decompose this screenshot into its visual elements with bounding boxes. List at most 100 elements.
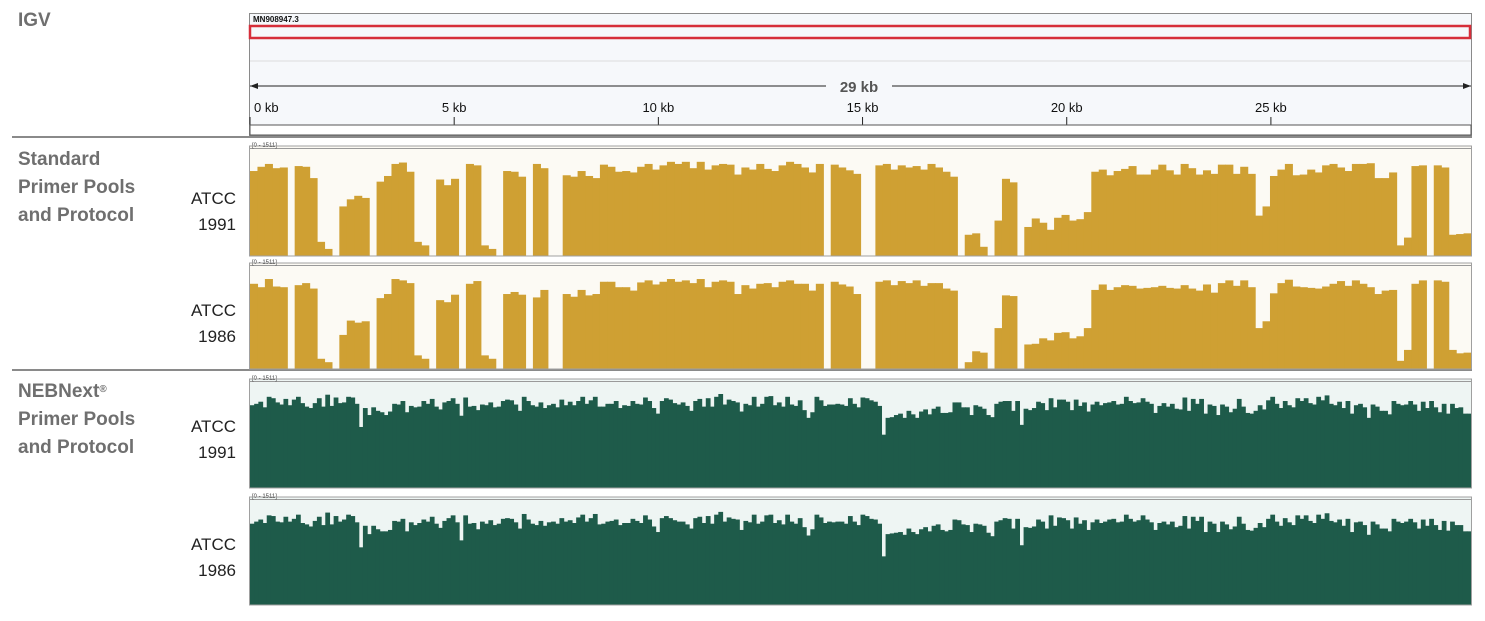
coverage-bar: [1190, 516, 1196, 605]
coverage-bar: [1001, 295, 1011, 369]
coverage-bar: [856, 407, 862, 488]
span-arrow-right: [1463, 83, 1471, 89]
coverage-bar: [1395, 521, 1401, 605]
coverage-bar: [949, 290, 958, 369]
coverage-bar: [1362, 525, 1368, 605]
coverage-bar: [1150, 287, 1159, 369]
coverage-bar: [1073, 517, 1079, 605]
coverage-bar: [1416, 528, 1422, 605]
ruler-tick-label: 0 kb: [254, 100, 279, 115]
coverage-bar: [808, 172, 817, 256]
coverage-bar: [1158, 164, 1167, 256]
coverage-bar: [1370, 404, 1376, 488]
coverage-bar: [1202, 284, 1212, 369]
coverage-bar: [843, 405, 849, 488]
coverage-bar: [852, 403, 857, 488]
coverage-bar: [718, 394, 724, 488]
coverage-bar: [672, 403, 678, 488]
coverage-bar: [1068, 220, 1078, 256]
coverage-bar: [250, 523, 255, 605]
coverage-bar: [789, 404, 795, 488]
current-region-highlight[interactable]: [248, 24, 1472, 40]
coverage-bar: [681, 280, 690, 369]
coverage-bar: [1182, 516, 1188, 605]
coverage-bar: [337, 403, 343, 488]
coverage-bar: [902, 534, 908, 605]
coverage-bar: [1450, 403, 1455, 488]
coverage-bar: [889, 417, 895, 488]
coverage-bar: [585, 175, 594, 256]
coverage-bar: [741, 285, 750, 369]
coverage-bar: [1255, 215, 1264, 256]
coverage-bar: [1039, 338, 1048, 369]
coverage-bar: [354, 322, 363, 369]
coverage-bar: [711, 165, 720, 256]
coverage-bar: [538, 520, 544, 605]
coverage-bar: [1441, 167, 1450, 256]
coverage-bar: [751, 396, 757, 488]
sample-label-line: ATCC: [190, 189, 236, 208]
coverage-bar: [755, 406, 761, 488]
coverage-bar: [1098, 169, 1107, 256]
coverage-bar: [500, 518, 506, 605]
coverage-bar: [806, 417, 811, 488]
coverage-bar: [719, 163, 728, 256]
coverage-bar: [914, 534, 920, 605]
coverage-bar: [257, 166, 266, 256]
coverage-bar: [1046, 340, 1055, 369]
coverage-bar: [584, 521, 590, 605]
coverage-bar: [1295, 515, 1301, 605]
coverage-bar: [1341, 408, 1347, 488]
coverage-bar: [920, 285, 929, 369]
coverage-bar: [333, 516, 339, 605]
coverage-bar: [270, 398, 276, 488]
coverage-bar: [530, 405, 535, 488]
coverage-bar: [1173, 174, 1182, 256]
coverage-bar: [465, 283, 474, 369]
coverage-bar: [1040, 403, 1046, 488]
coverage-bar: [905, 283, 914, 369]
coverage-bar: [822, 523, 828, 605]
coverage-bar: [622, 405, 627, 488]
coverage-bar: [1269, 175, 1279, 256]
coverage-bar: [659, 518, 665, 605]
coverage-bar: [755, 523, 761, 605]
coverage-bar: [772, 405, 778, 488]
coverage-bar: [772, 523, 778, 605]
coverage-bar: [652, 169, 661, 256]
coverage-bar: [934, 283, 943, 369]
coverage-bar: [532, 163, 541, 256]
coverage-bar: [1456, 234, 1465, 256]
coverage-bar: [614, 287, 623, 369]
coverage-bar: [346, 199, 355, 256]
coverage-bar: [283, 398, 289, 488]
coverage-bar: [697, 516, 703, 605]
coverage-bar: [585, 295, 594, 369]
coverage-bar: [400, 518, 406, 605]
coverage-bar: [480, 245, 489, 256]
coverage-bar: [1278, 408, 1284, 488]
coverage-bar: [1103, 521, 1108, 605]
coverage-bar: [580, 514, 586, 605]
coverage-bar: [634, 520, 640, 605]
coverage-bar: [733, 174, 742, 256]
coverage-bar: [396, 521, 402, 605]
coverage-bar: [1416, 410, 1422, 488]
coverage-bar: [398, 280, 407, 369]
coverage-bar: [800, 167, 809, 256]
coverage-bar: [362, 408, 368, 488]
coverage-bar: [421, 245, 430, 256]
ruler-frame: [249, 13, 1472, 136]
coverage-bar: [275, 402, 280, 488]
coverage-bar: [1320, 518, 1326, 605]
coverage-bar: [459, 540, 464, 605]
coverage-bar: [873, 401, 878, 488]
sample-label-line: 1991: [198, 215, 236, 234]
coverage-bar: [546, 405, 552, 488]
coverage-bar: [964, 362, 973, 369]
coverage-bar: [613, 401, 619, 488]
coverage-bar: [905, 167, 914, 256]
coverage-bar: [1052, 407, 1058, 488]
coverage-bar: [1320, 400, 1326, 488]
